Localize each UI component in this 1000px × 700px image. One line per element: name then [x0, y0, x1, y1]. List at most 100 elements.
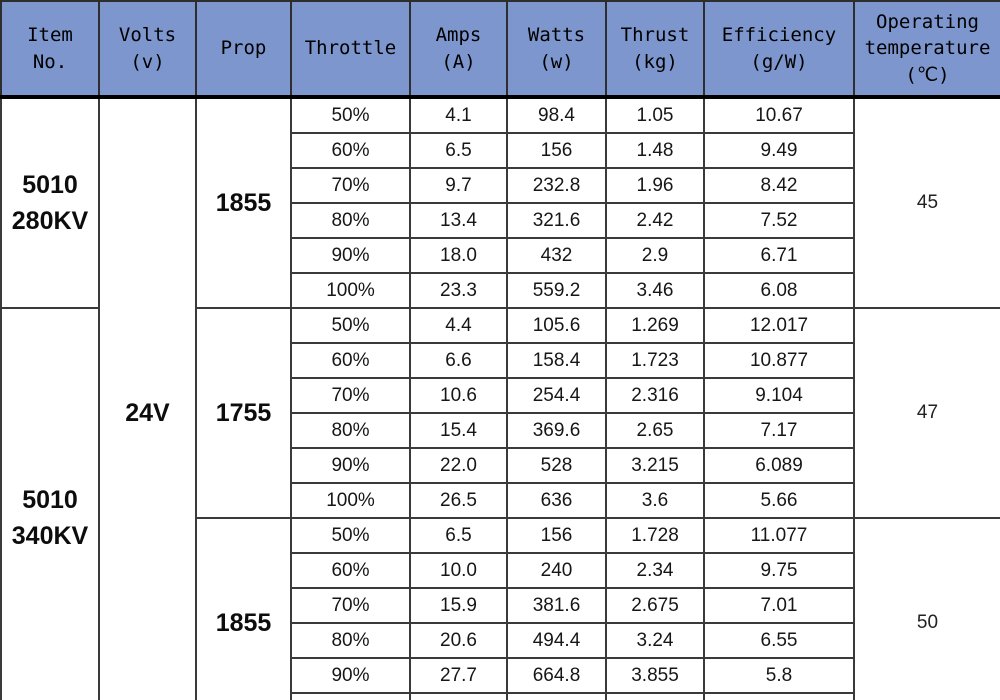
cell-thrust: 3.46 — [605, 272, 705, 309]
table-row: 70% 10.6 254.4 2.316 9.104 — [1, 377, 1000, 414]
cell-thrust: 2.9 — [605, 237, 705, 274]
cell-thrust: 2.34 — [605, 552, 705, 589]
cell-amps: 15.4 — [409, 412, 508, 449]
table-row: 80% 15.4 369.6 2.65 7.17 — [1, 412, 1000, 449]
cell-amps: 27.7 — [409, 657, 508, 694]
cell-watts: 98.4 — [506, 96, 607, 134]
table-row: 60% 6.6 158.4 1.723 10.877 — [1, 342, 1000, 379]
table-row: 90% 22.0 528 3.215 6.089 — [1, 447, 1000, 484]
table-row: 5010 340KV 1755 50% 4.4 105.6 1.269 12.0… — [0, 307, 1000, 700]
cell-watts: 494.4 — [506, 622, 607, 659]
cell-throttle: 60% — [290, 552, 411, 589]
col-header-amps: Amps (A) — [409, 0, 508, 99]
cell-amps: 26.5 — [409, 482, 508, 519]
cell-amps: 13.4 — [409, 202, 508, 239]
cell-amps: 9.7 — [409, 167, 508, 204]
cell-item-no: 5010 280KV — [0, 96, 100, 309]
cell-throttle: 100% — [290, 692, 411, 700]
cell-amps: 33.0 — [409, 692, 508, 700]
cell-throttle: 70% — [290, 377, 411, 414]
table-row: 60% 10.0 240 2.34 9.75 — [1, 552, 1000, 589]
cell-watts: 664.8 — [506, 657, 607, 694]
cell-thrust: 3.6 — [605, 482, 705, 519]
cell-watts: 254.4 — [506, 377, 607, 414]
cell-thrust: 1.723 — [605, 342, 705, 379]
cell-amps: 6.5 — [409, 132, 508, 169]
cell-throttle: 50% — [290, 517, 411, 554]
cell-throttle: 80% — [290, 622, 411, 659]
col-header-volts: Volts (v) — [98, 0, 197, 99]
table-row: 70% 15.9 381.6 2.675 7.01 — [1, 587, 1000, 624]
cell-throttle: 90% — [290, 657, 411, 694]
cell-amps: 4.1 — [409, 96, 508, 134]
cell-thrust: 1.96 — [605, 167, 705, 204]
cell-watts: 158.4 — [506, 342, 607, 379]
cell-efficiency: 10.67 — [703, 96, 855, 134]
cell-efficiency: 7.17 — [703, 412, 855, 449]
cell-efficiency: 9.49 — [703, 132, 855, 169]
col-header-operating-temperature: Operating temperature (℃) — [853, 0, 1000, 99]
cell-amps: 15.9 — [409, 587, 508, 624]
cell-amps: 6.5 — [409, 517, 508, 554]
cell-thrust: 2.316 — [605, 377, 705, 414]
cell-efficiency: 5.42 — [703, 692, 855, 700]
cell-efficiency: 6.71 — [703, 237, 855, 274]
cell-throttle: 90% — [290, 447, 411, 484]
col-header-throttle: Throttle — [290, 0, 411, 99]
cell-thrust: 2.675 — [605, 587, 705, 624]
cell-efficiency: 11.077 — [703, 517, 855, 554]
table-row: 1855 50% 6.5 156 1.728 11.077 50 — [1, 517, 1000, 700]
cell-thrust: 1.48 — [605, 132, 705, 169]
cell-efficiency: 8.42 — [703, 167, 855, 204]
table-row: 70% 9.7 232.8 1.96 8.42 — [1, 167, 1000, 204]
cell-watts: 528 — [506, 447, 607, 484]
cell-thrust: 1.728 — [605, 517, 705, 554]
cell-efficiency: 12.017 — [703, 307, 855, 344]
table-row: 100% 26.5 636 3.6 5.66 — [1, 482, 1000, 519]
cell-efficiency: 10.877 — [703, 342, 855, 379]
cell-watts: 559.2 — [506, 272, 607, 309]
cell-operating-temp: 47 — [853, 307, 1000, 519]
cell-prop: 1855 — [195, 96, 292, 309]
cell-efficiency: 6.089 — [703, 447, 855, 484]
cell-efficiency: 6.55 — [703, 622, 855, 659]
cell-watts: 636 — [506, 482, 607, 519]
cell-watts: 240 — [506, 552, 607, 589]
cell-efficiency: 6.08 — [703, 272, 855, 309]
cell-thrust: 1.05 — [605, 96, 705, 134]
table-row: 80% 20.6 494.4 3.24 6.55 — [1, 622, 1000, 659]
cell-operating-temp: 45 — [853, 96, 1000, 309]
cell-watts: 232.8 — [506, 167, 607, 204]
cell-throttle: 90% — [290, 237, 411, 274]
cell-watts: 321.6 — [506, 202, 607, 239]
cell-amps: 4.4 — [409, 307, 508, 344]
cell-thrust: 2.42 — [605, 202, 705, 239]
cell-throttle: 50% — [290, 307, 411, 344]
col-header-thrust: Thrust (kg) — [605, 0, 705, 99]
table-row: 5010 280KV 24V 1855 50% 4.1 98.4 1.05 10… — [0, 96, 1000, 700]
cell-thrust: 2.65 — [605, 412, 705, 449]
cell-thrust: 3.24 — [605, 622, 705, 659]
cell-prop: 1755 — [195, 307, 292, 519]
cell-amps: 10.6 — [409, 377, 508, 414]
cell-throttle: 70% — [290, 167, 411, 204]
cell-thrust: 1.269 — [605, 307, 705, 344]
cell-efficiency: 5.8 — [703, 657, 855, 694]
table-row: 90% 18.0 432 2.9 6.71 — [1, 237, 1000, 274]
cell-thrust: 4.3 — [605, 692, 705, 700]
cell-efficiency: 9.104 — [703, 377, 855, 414]
cell-thrust: 3.215 — [605, 447, 705, 484]
cell-thrust: 3.855 — [605, 657, 705, 694]
header-row: Item No. Volts (v) Prop Throttle Amps (A… — [0, 0, 1000, 99]
cell-throttle: 60% — [290, 132, 411, 169]
col-header-prop: Prop — [195, 0, 292, 99]
cell-efficiency: 5.66 — [703, 482, 855, 519]
cell-amps: 23.3 — [409, 272, 508, 309]
cell-volts: 24V — [98, 96, 197, 700]
col-header-efficiency: Efficiency (g/W) — [703, 0, 855, 99]
cell-throttle: 80% — [290, 412, 411, 449]
cell-throttle: 60% — [290, 342, 411, 379]
cell-amps: 18.0 — [409, 237, 508, 274]
